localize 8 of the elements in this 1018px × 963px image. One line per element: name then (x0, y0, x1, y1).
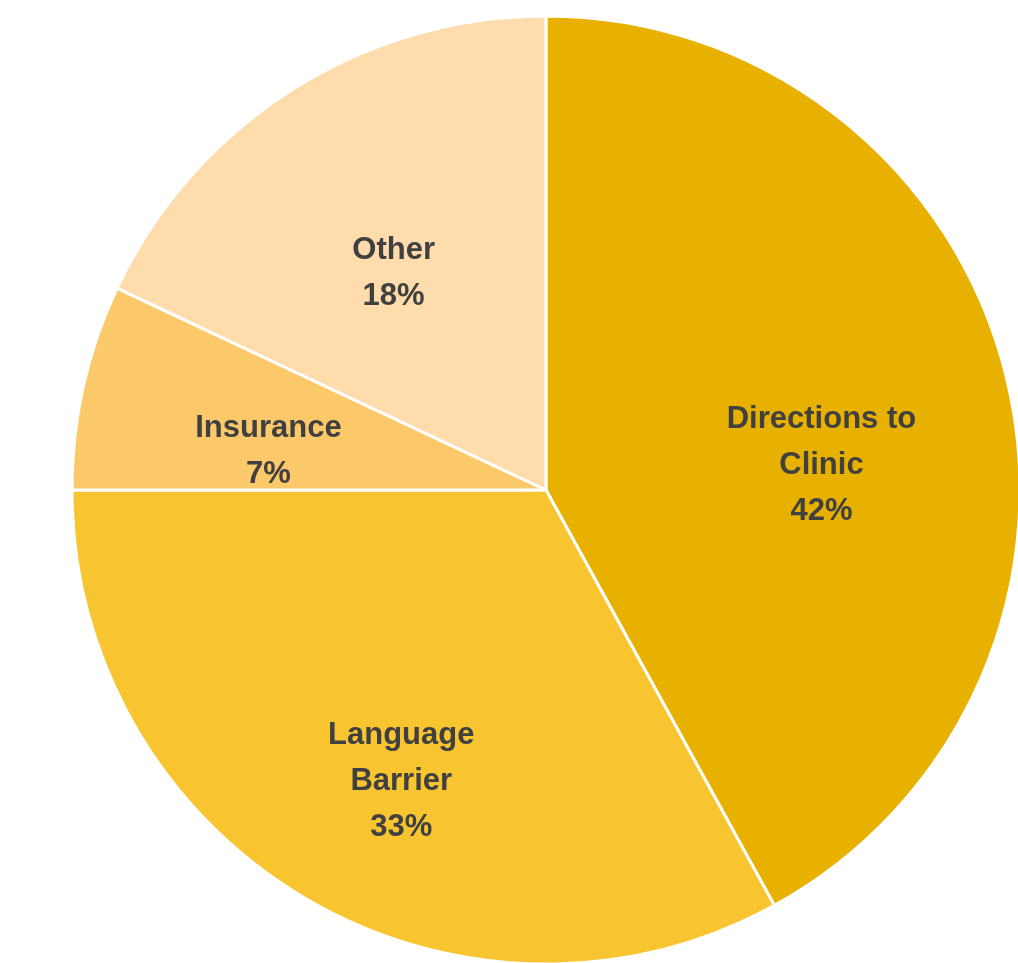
slice-label: Insurance (195, 408, 342, 444)
slice-label: Other (352, 230, 435, 266)
data-label: 33% (370, 807, 433, 843)
slice-label: Directions to Clinic (726, 400, 917, 482)
data-label: 7% (246, 454, 291, 490)
slice-label: Language Barrier (328, 715, 475, 797)
data-label: 42% (790, 492, 853, 528)
data-label: 18% (362, 276, 425, 312)
